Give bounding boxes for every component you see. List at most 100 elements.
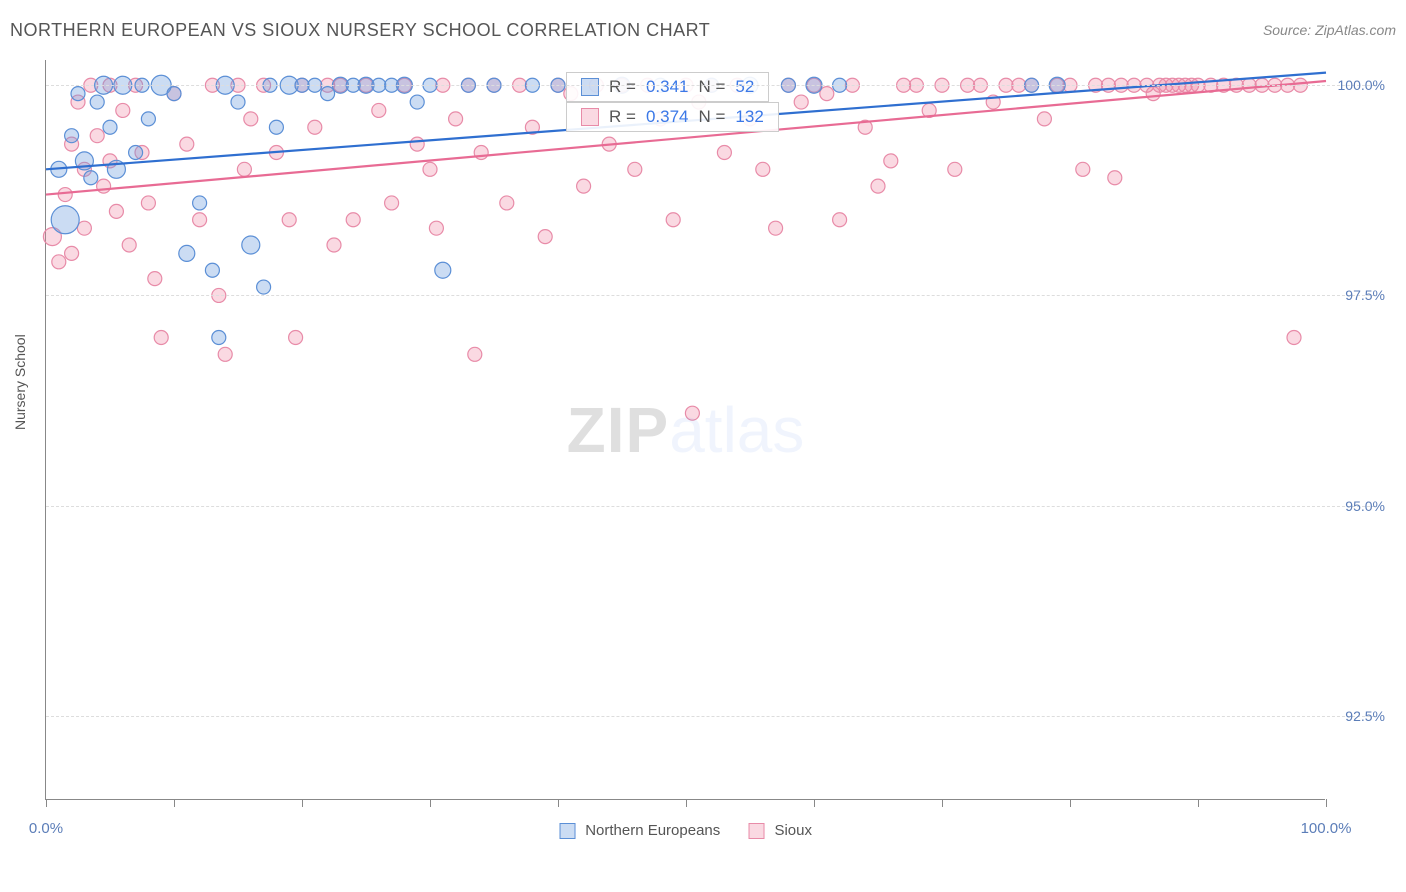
stats-n-value: 52 xyxy=(735,77,754,97)
x-tick xyxy=(1326,799,1327,807)
scatter-point-northern-europeans xyxy=(231,95,245,109)
stats-r-label: R = xyxy=(609,77,636,97)
x-tick xyxy=(174,799,175,807)
x-tick xyxy=(46,799,47,807)
stats-swatch-icon xyxy=(581,78,599,96)
scatter-point-sioux xyxy=(794,95,808,109)
scatter-point-sioux xyxy=(193,213,207,227)
x-tick xyxy=(1198,799,1199,807)
scatter-point-sioux xyxy=(282,213,296,227)
scatter-point-sioux xyxy=(449,112,463,126)
legend-item-northern-europeans: Northern Europeans xyxy=(559,822,720,839)
scatter-point-sioux xyxy=(327,238,341,252)
stats-swatch-icon xyxy=(581,108,599,126)
stats-n-label: N = xyxy=(698,77,725,97)
scatter-point-sioux xyxy=(244,112,258,126)
stats-r-value: 0.374 xyxy=(646,107,689,127)
scatter-point-northern-europeans xyxy=(205,263,219,277)
legend-label: Sioux xyxy=(774,822,812,839)
x-tick xyxy=(558,799,559,807)
legend-swatch-icon xyxy=(748,823,764,839)
scatter-point-sioux xyxy=(685,406,699,420)
scatter-point-sioux xyxy=(289,331,303,345)
scatter-point-sioux xyxy=(769,221,783,235)
scatter-point-northern-europeans xyxy=(242,236,260,254)
plot-svg xyxy=(46,60,1325,799)
stats-n-label: N = xyxy=(698,107,725,127)
scatter-point-sioux xyxy=(538,230,552,244)
scatter-point-sioux xyxy=(884,154,898,168)
scatter-point-northern-europeans xyxy=(435,262,451,278)
stats-box-northern-europeans: R = 0.341 N = 52 xyxy=(566,72,769,102)
y-axis-label: Nursery School xyxy=(12,334,28,430)
stats-r-value: 0.341 xyxy=(646,77,689,97)
scatter-point-sioux xyxy=(180,137,194,151)
scatter-point-northern-europeans xyxy=(269,120,283,134)
scatter-point-sioux xyxy=(90,129,104,143)
stats-r-label: R = xyxy=(609,107,636,127)
scatter-point-northern-europeans xyxy=(90,95,104,109)
scatter-point-sioux xyxy=(500,196,514,210)
scatter-point-northern-europeans xyxy=(141,112,155,126)
scatter-point-sioux xyxy=(122,238,136,252)
scatter-point-sioux xyxy=(308,120,322,134)
scatter-point-sioux xyxy=(666,213,680,227)
scatter-point-sioux xyxy=(833,213,847,227)
scatter-point-sioux xyxy=(1037,112,1051,126)
stats-n-value: 132 xyxy=(735,107,763,127)
scatter-point-sioux xyxy=(154,331,168,345)
chart-plot-area: ZIPatlas R = 0.341 N = 52 R = 0.374 N = … xyxy=(45,60,1325,800)
scatter-point-sioux xyxy=(116,103,130,117)
scatter-point-sioux xyxy=(1076,162,1090,176)
gridline xyxy=(46,506,1375,507)
scatter-point-northern-europeans xyxy=(51,206,79,234)
scatter-point-sioux xyxy=(218,347,232,361)
scatter-point-sioux xyxy=(1287,331,1301,345)
scatter-point-sioux xyxy=(871,179,885,193)
scatter-point-sioux xyxy=(423,162,437,176)
scatter-point-sioux xyxy=(237,162,251,176)
x-tick-label: 0.0% xyxy=(29,820,63,837)
chart-title: NORTHERN EUROPEAN VS SIOUX NURSERY SCHOO… xyxy=(10,20,710,40)
scatter-point-northern-europeans xyxy=(71,87,85,101)
gridline xyxy=(46,716,1375,717)
scatter-point-northern-europeans xyxy=(193,196,207,210)
stats-box-sioux: R = 0.374 N = 132 xyxy=(566,102,779,132)
x-tick xyxy=(942,799,943,807)
scatter-point-northern-europeans xyxy=(410,95,424,109)
scatter-point-sioux xyxy=(148,272,162,286)
scatter-point-sioux xyxy=(97,179,111,193)
scatter-point-sioux xyxy=(52,255,66,269)
legend: Northern Europeans Sioux xyxy=(559,822,812,839)
scatter-point-northern-europeans xyxy=(167,87,181,101)
scatter-point-northern-europeans xyxy=(84,171,98,185)
y-tick-label: 100.0% xyxy=(1338,77,1385,93)
scatter-point-sioux xyxy=(385,196,399,210)
scatter-point-sioux xyxy=(410,137,424,151)
y-tick-label: 97.5% xyxy=(1345,287,1385,303)
y-tick-label: 92.5% xyxy=(1345,708,1385,724)
scatter-point-northern-europeans xyxy=(212,331,226,345)
x-tick xyxy=(1070,799,1071,807)
x-tick xyxy=(302,799,303,807)
chart-header: NORTHERN EUROPEAN VS SIOUX NURSERY SCHOO… xyxy=(10,20,1396,50)
scatter-point-sioux xyxy=(65,246,79,260)
scatter-point-sioux xyxy=(372,103,386,117)
gridline xyxy=(46,295,1375,296)
legend-item-sioux: Sioux xyxy=(748,822,812,839)
legend-label: Northern Europeans xyxy=(585,822,720,839)
scatter-point-sioux xyxy=(77,221,91,235)
scatter-point-sioux xyxy=(756,162,770,176)
scatter-point-sioux xyxy=(109,204,123,218)
scatter-point-sioux xyxy=(429,221,443,235)
scatter-point-sioux xyxy=(141,196,155,210)
scatter-point-northern-europeans xyxy=(103,120,117,134)
scatter-point-northern-europeans xyxy=(65,129,79,143)
gridline xyxy=(46,85,1375,86)
scatter-point-sioux xyxy=(58,188,72,202)
x-tick xyxy=(430,799,431,807)
x-tick xyxy=(814,799,815,807)
x-tick xyxy=(686,799,687,807)
scatter-point-sioux xyxy=(948,162,962,176)
scatter-point-sioux xyxy=(628,162,642,176)
